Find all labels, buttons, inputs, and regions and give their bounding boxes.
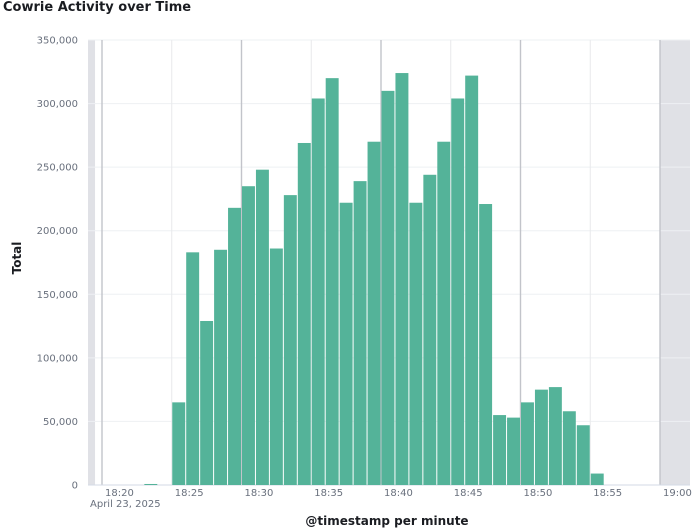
histogram-bar bbox=[576, 425, 590, 485]
histogram-bar bbox=[381, 90, 395, 485]
histogram-bar bbox=[269, 248, 283, 485]
x-date-label: April 23, 2025 bbox=[90, 499, 161, 510]
histogram-bar bbox=[465, 75, 479, 485]
histogram-bar bbox=[283, 195, 297, 485]
histogram-bar bbox=[548, 387, 562, 485]
x-axis-title: @timestamp per minute bbox=[305, 514, 468, 528]
chart-title: Cowrie Activity over Time bbox=[3, 0, 192, 15]
histogram-bar bbox=[297, 142, 311, 485]
x-tick-label: 18:45 bbox=[454, 488, 483, 499]
y-tick-label: 100,000 bbox=[37, 353, 78, 364]
x-tick-label: 18:50 bbox=[524, 488, 553, 499]
histogram-bar bbox=[437, 141, 451, 485]
out-of-range-band-right bbox=[660, 40, 690, 485]
x-tick-label: 18:40 bbox=[384, 488, 413, 499]
out-of-range-band-left bbox=[88, 40, 96, 485]
histogram-bar bbox=[409, 202, 423, 485]
y-tick-label: 200,000 bbox=[37, 226, 78, 237]
histogram-bar bbox=[367, 141, 381, 485]
histogram-bar bbox=[339, 202, 353, 485]
histogram-bar bbox=[493, 415, 507, 485]
histogram-bar bbox=[325, 78, 339, 486]
histogram-bar bbox=[507, 417, 520, 485]
histogram-bar bbox=[562, 411, 576, 485]
y-tick-label: 350,000 bbox=[37, 36, 78, 47]
histogram-bar bbox=[200, 320, 214, 485]
x-tick-label: 19:00 bbox=[663, 488, 692, 499]
y-tick-label: 250,000 bbox=[37, 163, 78, 174]
x-tick-label: 18:35 bbox=[314, 488, 343, 499]
y-axis-title: Total bbox=[10, 242, 24, 275]
y-tick-label: 150,000 bbox=[37, 290, 78, 301]
x-tick-label: 18:30 bbox=[245, 488, 274, 499]
histogram-bar bbox=[214, 249, 228, 485]
histogram-bar bbox=[590, 473, 604, 485]
histogram-bar bbox=[451, 98, 465, 485]
x-tick-label: 18:25 bbox=[175, 488, 204, 499]
histogram-bar bbox=[186, 252, 200, 485]
histogram-bar bbox=[521, 402, 534, 485]
histogram-bar bbox=[144, 483, 158, 485]
ticks-layer: 0 50,000 100,000 150,000 200,000 250,000 300,0… bbox=[37, 36, 692, 511]
histogram-bar bbox=[311, 98, 325, 485]
y-tick-label: 50,000 bbox=[43, 417, 78, 428]
histogram-bar bbox=[534, 389, 548, 485]
histogram-bar bbox=[479, 204, 493, 485]
histogram-bar bbox=[228, 207, 241, 486]
histogram-bar bbox=[172, 402, 186, 485]
histogram-bar bbox=[255, 169, 269, 485]
y-tick-label: 0 bbox=[72, 481, 78, 492]
x-tick-label: 18:55 bbox=[593, 488, 622, 499]
x-tick-label: 18:20 bbox=[105, 488, 134, 499]
histogram-bar bbox=[395, 73, 409, 486]
bars-layer bbox=[144, 73, 604, 486]
histogram-bar bbox=[242, 186, 255, 485]
histogram-bar bbox=[423, 174, 437, 485]
y-tick-label: 300,000 bbox=[37, 99, 78, 110]
histogram-bar bbox=[353, 181, 367, 485]
